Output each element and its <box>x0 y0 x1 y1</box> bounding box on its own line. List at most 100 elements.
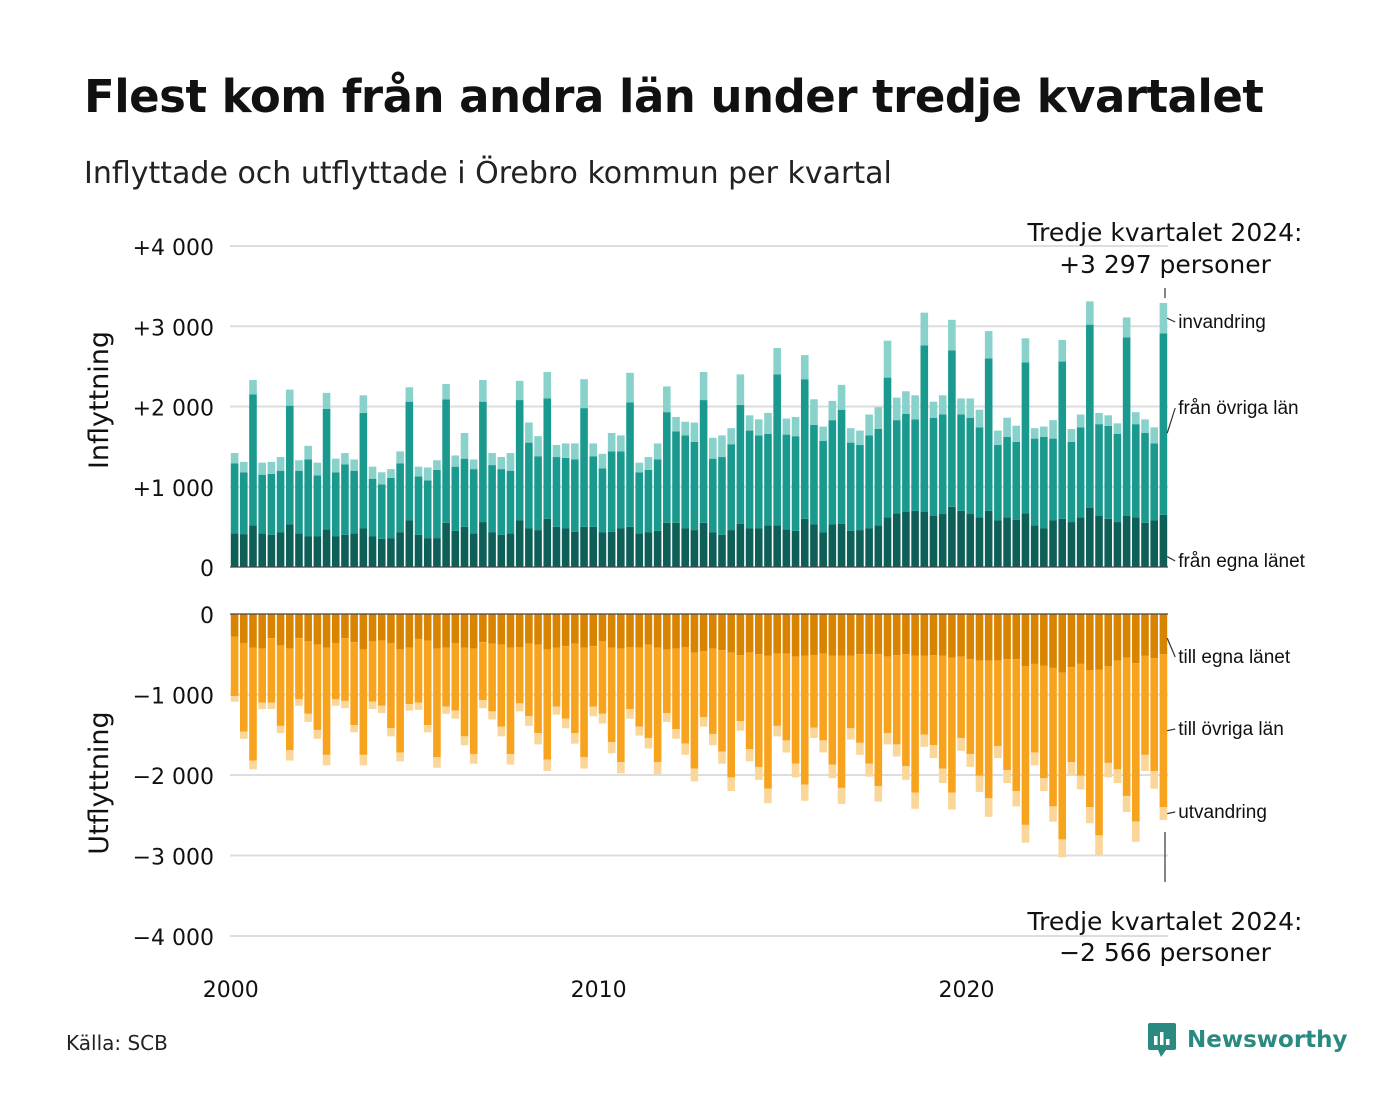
bar-in-2 <box>1067 428 1076 442</box>
bar-out-0 <box>1049 614 1057 668</box>
bar-in-0 <box>230 533 239 567</box>
bar-out-0 <box>754 614 763 655</box>
bar-out-1 <box>1104 666 1113 763</box>
bar-out-1 <box>754 654 763 767</box>
bar-out-0 <box>387 614 395 643</box>
bar-in-1 <box>1086 324 1094 508</box>
bar-in-0 <box>874 525 883 567</box>
bar-in-0 <box>966 514 975 567</box>
bar-in-1 <box>874 428 883 526</box>
bar-in-0 <box>764 525 772 567</box>
bar-in-2 <box>571 443 579 460</box>
bar-out-2 <box>736 721 745 731</box>
bar-out-0 <box>1122 614 1131 658</box>
bar-out-1 <box>460 647 469 737</box>
bar-out-2 <box>359 754 368 766</box>
newsworthy-logo[interactable]: Newsworthy <box>1147 1022 1348 1058</box>
bar-out-1 <box>800 655 809 785</box>
bar-in-0 <box>423 538 432 567</box>
bar-in-1 <box>258 474 266 534</box>
bar-out-0 <box>589 614 598 647</box>
bar-out-1 <box>552 647 561 707</box>
bar-out-0 <box>800 614 809 656</box>
bar-in-2 <box>442 384 450 400</box>
bar-in-1 <box>948 350 956 507</box>
callout-top-line2: +3 297 personer <box>1059 250 1272 279</box>
bar-out-0 <box>1086 614 1094 671</box>
label-invandring: invandring <box>1178 312 1266 333</box>
bar-out-2 <box>267 702 276 709</box>
bar-out-1 <box>1141 655 1149 755</box>
bar-out-1 <box>607 647 616 742</box>
bar-out-0 <box>525 614 533 644</box>
bar-in-1 <box>322 408 331 530</box>
bar-in-0 <box>285 524 294 567</box>
bars-inflyttning <box>230 301 1168 568</box>
bar-out-1 <box>957 656 965 738</box>
bar-out-2 <box>819 740 827 753</box>
bar-in-0 <box>708 532 717 567</box>
bar-in-1 <box>1040 436 1048 529</box>
bar-out-0 <box>1030 614 1039 664</box>
bar-out-0 <box>727 614 735 653</box>
bar-out-2 <box>828 764 837 779</box>
bar-out-2 <box>626 708 634 719</box>
bar-in-1 <box>515 400 524 521</box>
bar-in-0 <box>313 536 322 567</box>
bar-in-2 <box>368 466 377 479</box>
bar-in-1 <box>1159 333 1168 515</box>
bar-in-2 <box>423 467 432 481</box>
bar-out-1 <box>681 647 690 744</box>
bar-in-0 <box>626 526 634 567</box>
bar-out-2 <box>276 725 285 734</box>
bar-out-0 <box>810 614 818 656</box>
bar-out-2 <box>479 700 487 709</box>
bar-in-2 <box>295 460 303 471</box>
bar-in-1 <box>911 419 919 511</box>
bar-out-0 <box>598 614 607 642</box>
bar-out-2 <box>1058 839 1067 858</box>
bar-in-2 <box>626 372 634 403</box>
bar-in-2 <box>1086 301 1094 325</box>
bar-out-1 <box>828 655 837 765</box>
bar-in-2 <box>699 371 708 401</box>
bar-out-2 <box>846 728 855 740</box>
bar-in-0 <box>856 530 864 567</box>
bar-out-1 <box>1021 666 1030 825</box>
bar-out-0 <box>239 614 248 643</box>
bar-out-2 <box>313 729 322 739</box>
bar-in-0 <box>1040 528 1048 567</box>
bar-out-0 <box>313 614 322 645</box>
bar-out-0 <box>1058 614 1067 673</box>
label-utvandring: utvandring <box>1178 802 1267 823</box>
bar-out-2 <box>239 731 248 739</box>
bar-out-2 <box>938 768 947 784</box>
bar-in-0 <box>534 530 542 567</box>
bar-in-2 <box>948 319 956 351</box>
bar-in-1 <box>580 408 588 527</box>
ytick-label-bottom: 0 <box>200 604 214 629</box>
bar-out-1 <box>874 654 883 787</box>
bar-out-2 <box>1113 769 1122 784</box>
bar-out-0 <box>1113 614 1122 661</box>
bar-out-2 <box>387 728 395 737</box>
bar-out-0 <box>396 614 404 650</box>
bar-in-0 <box>249 525 257 567</box>
bar-out-0 <box>911 614 919 656</box>
bar-in-1 <box>552 457 561 527</box>
bar-in-2 <box>350 459 358 471</box>
bar-in-2 <box>506 453 515 471</box>
bar-out-1 <box>1003 659 1011 771</box>
bar-out-0 <box>846 614 855 656</box>
bar-out-1 <box>810 655 818 728</box>
bar-in-2 <box>267 461 276 474</box>
bar-in-2 <box>405 387 414 402</box>
bar-in-0 <box>377 538 386 567</box>
bar-out-2 <box>405 704 414 711</box>
bar-out-0 <box>782 614 791 654</box>
bar-out-1 <box>791 656 800 764</box>
bar-out-0 <box>984 614 993 661</box>
bar-out-2 <box>1159 807 1168 821</box>
bar-in-1 <box>865 435 873 529</box>
